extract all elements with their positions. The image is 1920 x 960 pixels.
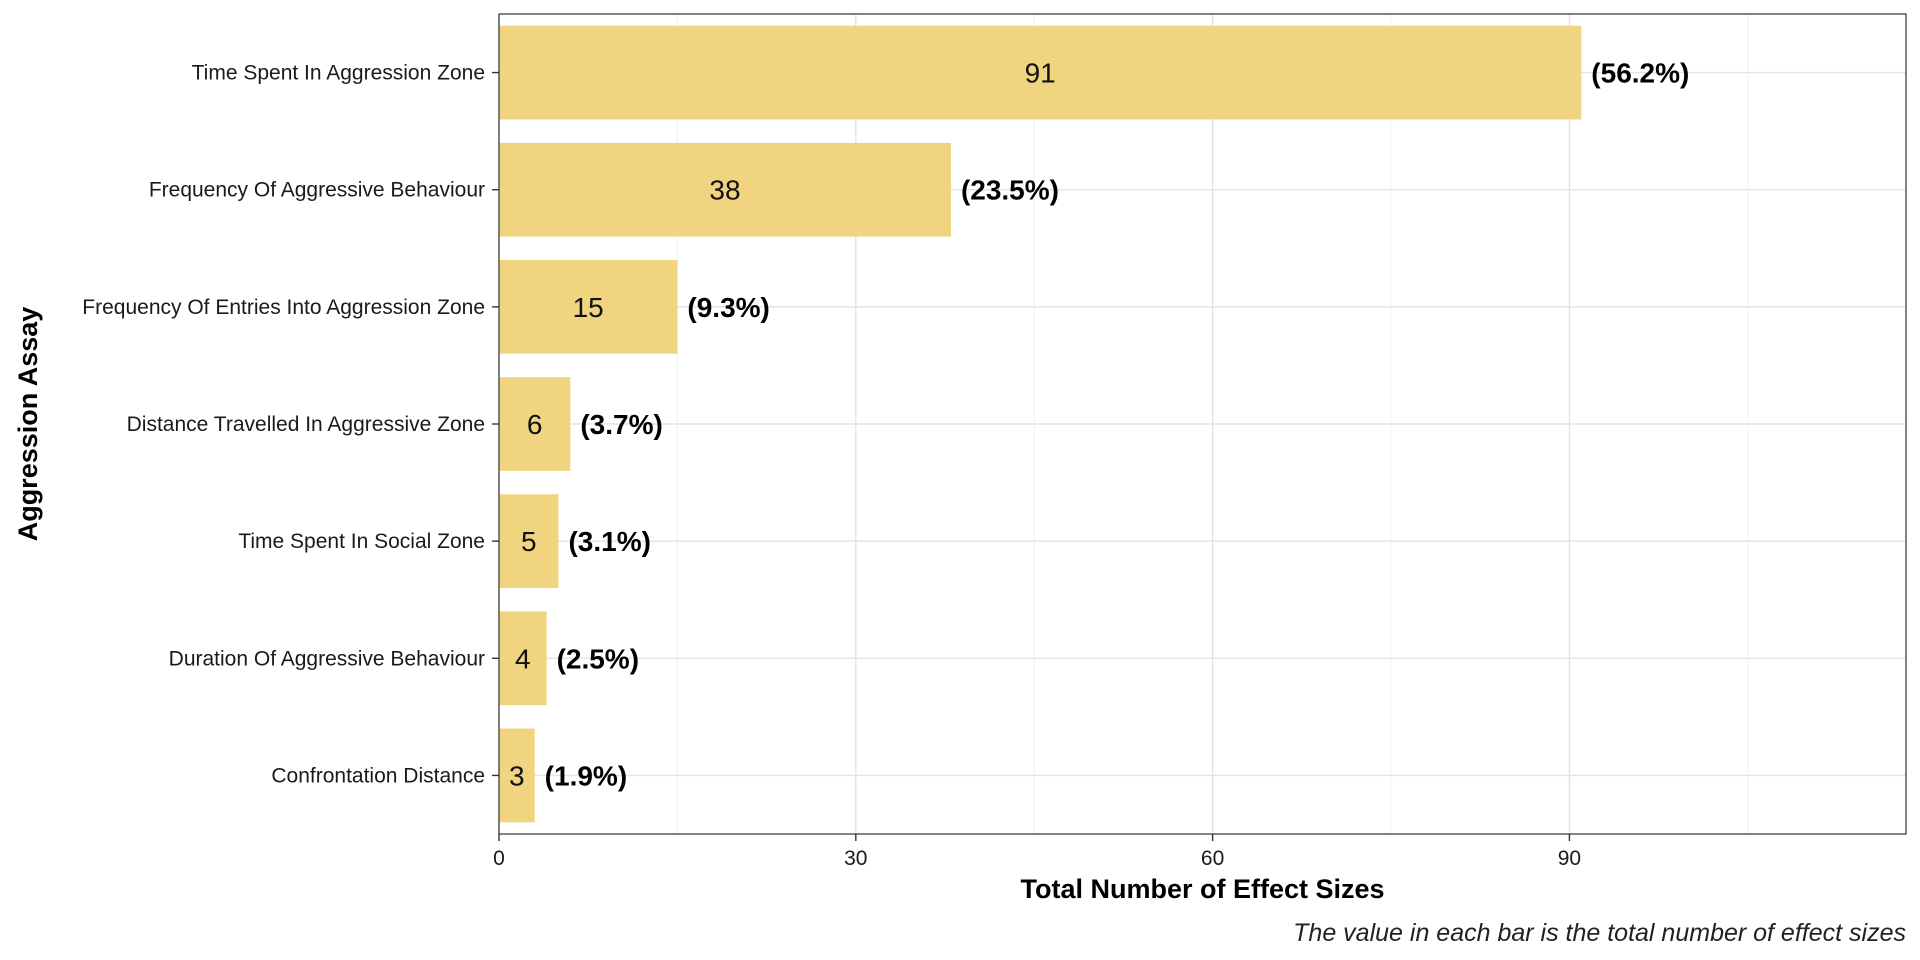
y-tick-label: Frequency Of Aggressive Behaviour <box>149 179 485 202</box>
y-tick-label: Distance Travelled In Aggressive Zone <box>127 413 485 436</box>
bar <box>499 494 559 588</box>
bar-labels: 91 (56.2%) 38 (23.5%) 15 (9.3%) 6 (3.7%) 5 (3.1%)… <box>509 58 1689 792</box>
bar-percent-label: (2.5%) <box>557 643 639 674</box>
bar-value-label: 38 <box>709 175 740 206</box>
y-tick-label: Confrontation Distance <box>271 764 485 787</box>
bar <box>499 25 1582 120</box>
y-tick-label: Frequency Of Entries Into Aggression Zon… <box>82 296 485 319</box>
x-tick-label: 60 <box>1201 847 1224 870</box>
y-axis: Time Spent In Aggression Zone Frequency O… <box>82 62 499 787</box>
x-tick-label: 90 <box>1558 847 1581 870</box>
x-axis-title: Total Number of Effect Sizes <box>1020 874 1384 904</box>
y-tick-label: Time Spent In Social Zone <box>238 530 485 553</box>
x-tick-label: 0 <box>493 847 505 870</box>
bar-value-label: 3 <box>509 760 525 791</box>
bar <box>499 728 535 823</box>
bar <box>499 142 951 237</box>
bar-percent-label: (1.9%) <box>545 760 627 791</box>
bar <box>499 611 547 706</box>
chart-caption: The value in each bar is the total numbe… <box>1293 919 1906 947</box>
x-tick-label: 30 <box>844 847 867 870</box>
grid-lines <box>498 14 1906 834</box>
bars <box>499 25 1582 823</box>
bar <box>499 377 571 471</box>
bar-value-label: 15 <box>573 292 604 323</box>
y-axis-title: Aggression Assay <box>13 307 43 542</box>
bar-value-label: 4 <box>515 643 531 674</box>
y-tick-label: Duration Of Aggressive Behaviour <box>169 647 485 670</box>
bar-value-label: 91 <box>1025 58 1056 89</box>
x-axis: 0 30 60 90 <box>493 834 1581 870</box>
bar-percent-label: (23.5%) <box>961 175 1059 206</box>
bar-percent-label: (56.2%) <box>1591 58 1689 89</box>
bar-value-label: 5 <box>521 526 537 557</box>
bar-percent-label: (9.3%) <box>687 292 769 323</box>
bar-value-label: 6 <box>527 409 543 440</box>
bar <box>499 260 678 354</box>
bar-percent-label: (3.1%) <box>568 526 650 557</box>
y-tick-label: Time Spent In Aggression Zone <box>192 62 485 85</box>
bar-percent-label: (3.7%) <box>580 409 662 440</box>
